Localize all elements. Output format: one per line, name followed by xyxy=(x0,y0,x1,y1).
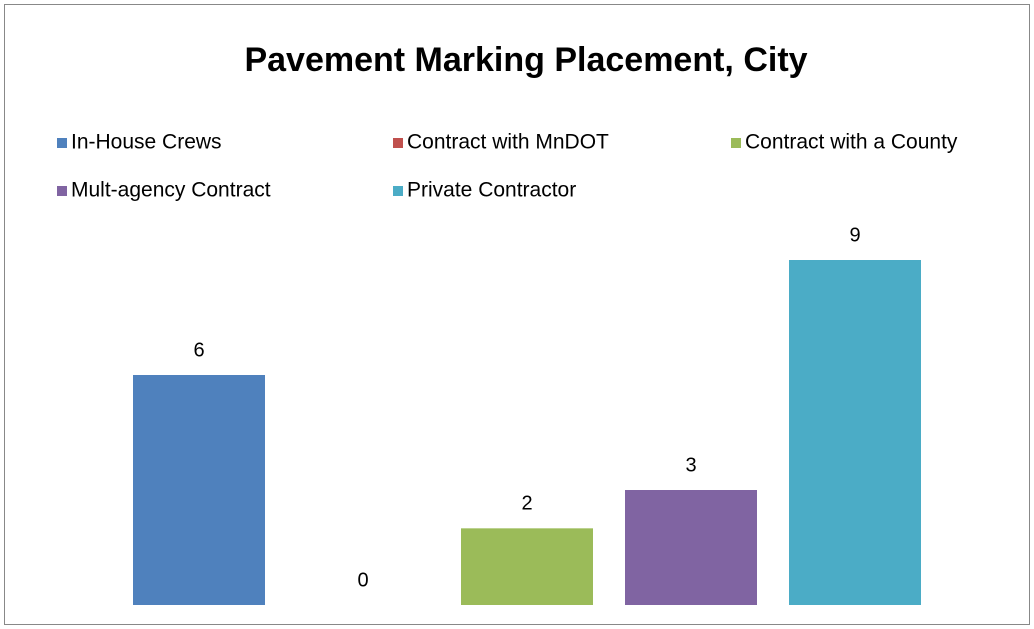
chart-title: Pavement Marking Placement, City xyxy=(244,41,807,79)
data-label: 6 xyxy=(193,339,204,361)
bar xyxy=(789,260,921,605)
bar xyxy=(133,375,265,605)
legend-label: Private Contractor xyxy=(407,179,576,202)
data-label: 0 xyxy=(357,569,368,591)
data-label: 9 xyxy=(849,224,860,246)
legend-label: In-House Crews xyxy=(71,131,222,154)
legend-swatch xyxy=(393,138,403,148)
legend-label: Contract with MnDOT xyxy=(407,131,609,154)
legend-swatch xyxy=(731,138,741,148)
data-label: 3 xyxy=(685,454,696,476)
legend-swatch xyxy=(57,186,67,196)
bar xyxy=(625,490,757,605)
legend-swatch xyxy=(57,138,67,148)
data-label: 2 xyxy=(521,493,532,515)
legend-label: Mult-agency Contract xyxy=(71,179,271,202)
bar xyxy=(461,528,593,605)
legend-label: Contract with a County xyxy=(745,131,958,154)
legend-swatch xyxy=(393,186,403,196)
